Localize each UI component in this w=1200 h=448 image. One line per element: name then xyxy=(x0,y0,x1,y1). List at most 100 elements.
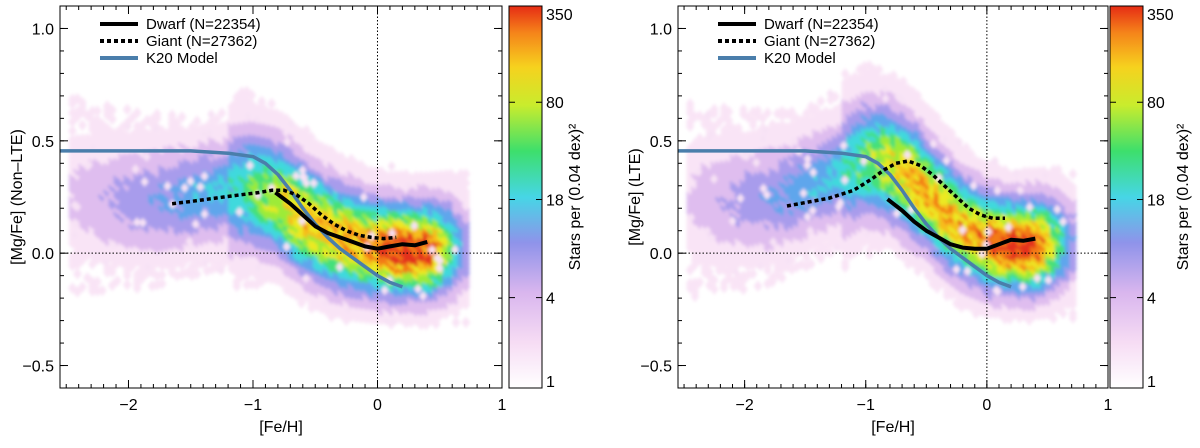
density-cell xyxy=(167,109,177,121)
density-cell xyxy=(416,170,426,183)
density-cell xyxy=(386,169,396,182)
y-tick-label: −0.5 xyxy=(22,359,54,376)
density-cell xyxy=(777,271,787,284)
density-cell xyxy=(307,131,316,144)
density-cell xyxy=(107,104,117,117)
colorbar-label: Stars per (0.04 dex)² xyxy=(567,123,584,270)
density-cell xyxy=(685,264,695,276)
density-cell xyxy=(709,274,719,286)
density-cell xyxy=(855,72,865,85)
density-cell xyxy=(127,130,137,142)
density-outlier xyxy=(200,171,209,182)
density-cell xyxy=(763,107,772,119)
density-outlier xyxy=(199,128,208,139)
density-cell xyxy=(695,276,705,289)
density-outlier xyxy=(404,180,413,191)
density-cell xyxy=(232,275,242,288)
density-outlier xyxy=(186,241,195,252)
density-cell xyxy=(753,104,763,117)
legend: Dwarf (N=22354)Giant (N=27362)K20 Model xyxy=(100,16,261,67)
density-outlier xyxy=(427,245,436,256)
density-outlier xyxy=(450,244,459,255)
density-outlier xyxy=(414,284,423,295)
density-cell xyxy=(192,124,202,136)
density-cell xyxy=(792,261,802,273)
density-cell xyxy=(247,89,257,102)
density-cell xyxy=(932,111,942,124)
density-cell xyxy=(92,275,102,288)
density-cell xyxy=(695,132,705,145)
density-outlier xyxy=(253,114,262,125)
density-cell xyxy=(451,316,461,329)
density-outlier xyxy=(309,178,318,189)
density-cell xyxy=(197,122,207,135)
density-cell xyxy=(366,165,376,177)
density-map xyxy=(685,59,1078,326)
density-outlier xyxy=(217,265,226,276)
density-cell xyxy=(152,279,162,291)
density-cell xyxy=(391,169,401,182)
density-outlier xyxy=(433,252,442,263)
density-outlier xyxy=(245,160,254,171)
density-cell xyxy=(787,106,797,118)
density-cell xyxy=(147,113,157,126)
colorbar-tick-label: 18 xyxy=(546,193,564,210)
density-cell xyxy=(232,91,242,104)
density-cell xyxy=(758,112,768,125)
density-cell xyxy=(411,170,421,183)
density-cell xyxy=(753,280,763,292)
density-cell xyxy=(908,85,918,98)
density-outlier xyxy=(131,164,140,175)
density-cell xyxy=(456,168,466,180)
density-cell xyxy=(67,115,77,128)
density-outlier xyxy=(287,118,296,129)
density-cell xyxy=(77,119,87,132)
density-cell xyxy=(724,114,734,127)
density-cell xyxy=(72,106,82,118)
density-cell xyxy=(811,102,821,115)
density-outlier xyxy=(200,209,209,220)
density-outlier xyxy=(235,206,244,217)
density-cell xyxy=(748,115,758,127)
density-outlier xyxy=(283,136,292,147)
density-cell xyxy=(898,75,908,88)
density-outlier xyxy=(72,219,81,230)
colorbar-tick-label: 350 xyxy=(546,7,573,24)
density-outlier xyxy=(388,316,397,327)
density-cell xyxy=(874,63,884,76)
dwarf-line xyxy=(274,190,428,251)
density-cell xyxy=(67,107,77,119)
density-outlier xyxy=(435,263,444,274)
density-outlier xyxy=(321,297,330,308)
giant-line xyxy=(171,188,397,241)
density-cell xyxy=(461,186,471,198)
density-cell xyxy=(724,105,734,118)
density-cell xyxy=(826,107,835,120)
axis-ticks: −2 −1 0 1−0.50.00.51.0 xyxy=(22,5,507,414)
density-cell xyxy=(321,143,331,155)
legend-label: K20 Model xyxy=(146,50,218,67)
density-outlier xyxy=(388,228,397,239)
density-cell xyxy=(142,267,152,279)
density-cell xyxy=(709,103,719,116)
y-axis-label: [Mg/Fe] (Non–LTE) xyxy=(9,129,26,265)
density-cell xyxy=(92,105,102,117)
density-cell xyxy=(431,169,441,182)
colorbar-gradient xyxy=(508,5,543,389)
density-outlier xyxy=(196,182,205,193)
density-cell xyxy=(724,267,734,280)
density-outlier xyxy=(380,285,389,296)
density-cell xyxy=(247,278,257,290)
density-cell xyxy=(72,133,82,145)
density-cell xyxy=(312,138,321,151)
density-cell xyxy=(147,127,157,139)
density-cell xyxy=(361,164,371,177)
density-outlier xyxy=(70,230,79,241)
density-outlier xyxy=(85,159,94,170)
density-cell xyxy=(222,254,232,266)
density-cell xyxy=(326,144,336,157)
density-cell xyxy=(97,284,107,297)
density-outlier xyxy=(70,200,79,211)
density-cell xyxy=(257,95,267,108)
density-outlier xyxy=(138,217,147,228)
